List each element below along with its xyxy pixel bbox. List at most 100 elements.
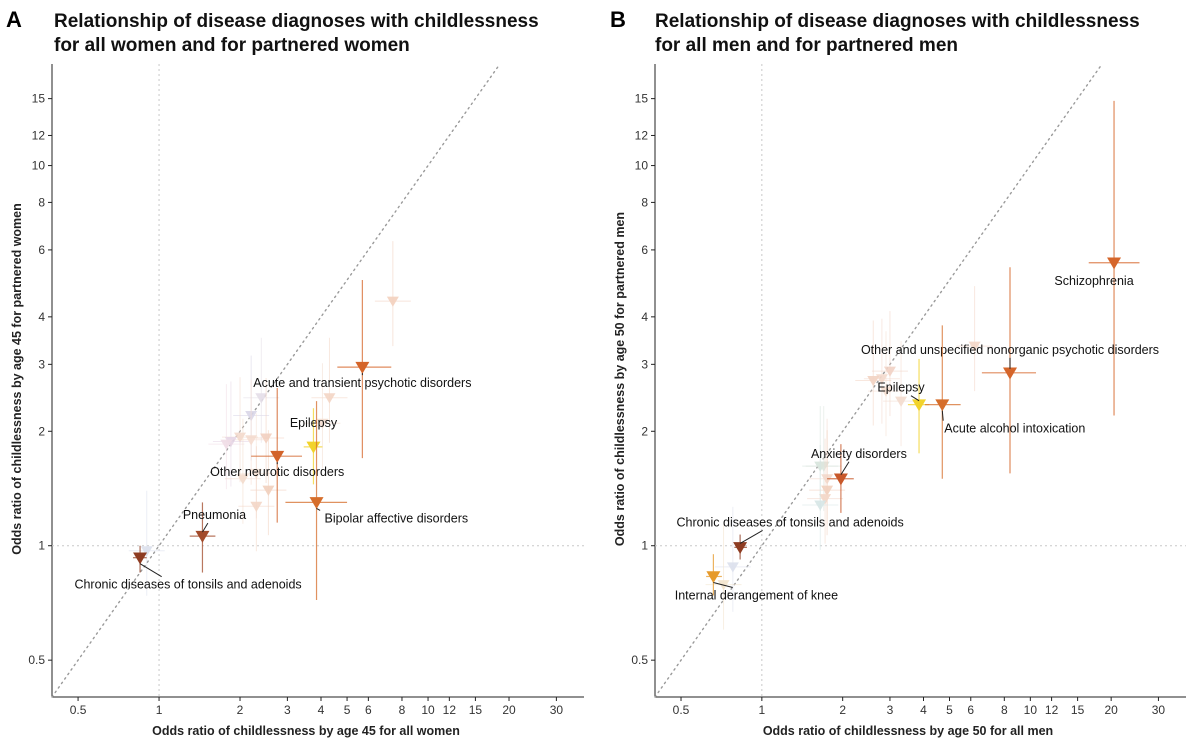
background-point-marker — [895, 396, 908, 407]
background-point-marker — [819, 494, 832, 505]
x-tick-label: 15 — [469, 703, 483, 717]
x-tick-label: 12 — [1045, 703, 1059, 717]
x-tick-label: 1 — [156, 703, 163, 717]
label-leader-line — [739, 529, 763, 544]
panel-a: A Relationship of disease diagnoses with… — [6, 7, 584, 738]
x-tick-label: 4 — [318, 703, 325, 717]
highlighted-point-marker — [1003, 367, 1018, 380]
x-tick-label: 4 — [920, 703, 927, 717]
y-tick-label: 12 — [635, 128, 649, 142]
background-point-marker — [140, 546, 153, 557]
label-leader-line — [840, 461, 850, 476]
background-point-marker — [250, 501, 263, 512]
x-tick-label: 2 — [839, 703, 846, 717]
x-tick-label: 30 — [1152, 703, 1166, 717]
x-tick-label: 20 — [1104, 703, 1118, 717]
highlighted-point-marker — [706, 571, 721, 584]
x-tick-label: 1 — [758, 703, 765, 717]
highlighted-point-marker — [309, 497, 324, 510]
highlighted-point-marker — [733, 542, 748, 555]
x-tick-label: 20 — [502, 703, 516, 717]
highlighted-point-marker — [270, 450, 285, 463]
panel-a-x-axis-title: Odds ratio of childlessness by age 45 fo… — [152, 724, 460, 738]
x-tick-label: 3 — [887, 703, 894, 717]
x-tick-label: 0.5 — [70, 703, 87, 717]
point-label: Schizophrenia — [1054, 274, 1133, 288]
point-label: Internal derangement of knee — [675, 588, 838, 602]
x-tick-label: 10 — [1024, 703, 1038, 717]
background-point-marker — [236, 474, 249, 485]
y-tick-label: 10 — [32, 159, 46, 173]
y-tick-label: 4 — [38, 310, 45, 324]
y-tick-label: 8 — [38, 195, 45, 209]
point-label: Pneumonia — [183, 508, 246, 522]
y-tick-label: 3 — [38, 357, 45, 371]
point-label: Anxiety disorders — [811, 447, 907, 461]
label-leader-line — [202, 522, 209, 533]
highlighted-point-marker — [935, 399, 950, 412]
point-label: Other and unspecified nonorganic psychot… — [861, 343, 1159, 357]
point-label: Chronic diseases of tonsils and adenoids — [676, 515, 903, 529]
x-tick-label: 8 — [399, 703, 406, 717]
highlighted-point-marker — [306, 441, 321, 454]
background-point-marker — [968, 341, 981, 352]
x-tick-label: 2 — [237, 703, 244, 717]
panel-b: B Relationship of disease diagnoses with… — [610, 7, 1186, 738]
background-point-marker — [867, 376, 880, 387]
x-tick-label: 15 — [1071, 703, 1085, 717]
y-tick-label: 1 — [38, 539, 45, 553]
highlighted-point-marker — [195, 530, 210, 543]
label-leader-line — [316, 507, 321, 511]
panel-b-title-line-1: Relationship of disease diagnoses with c… — [655, 11, 1140, 32]
background-point-marker — [255, 393, 268, 404]
background-point-marker — [260, 433, 273, 444]
x-tick-label: 5 — [344, 703, 351, 717]
x-tick-label: 8 — [1001, 703, 1008, 717]
y-tick-label: 0.5 — [631, 653, 648, 667]
x-tick-label: 6 — [365, 703, 372, 717]
panel-a-title-line-2: for all women and for partnered women — [54, 35, 410, 56]
point-label: Acute alcohol intoxication — [944, 422, 1085, 436]
x-tick-label: 0.5 — [673, 703, 690, 717]
y-tick-label: 8 — [641, 195, 648, 209]
y-tick-label: 15 — [32, 92, 46, 106]
background-point-marker — [875, 374, 888, 385]
background-point-marker — [814, 500, 827, 511]
background-point-marker — [726, 562, 739, 573]
panel-b-title-line-2: for all men and for partnered men — [655, 35, 958, 56]
y-tick-label: 3 — [641, 357, 648, 371]
panel-a-letter: A — [6, 7, 22, 32]
highlighted-point-marker — [1107, 257, 1122, 270]
y-tick-label: 0.5 — [28, 653, 45, 667]
y-tick-label: 4 — [641, 310, 648, 324]
panel-a-y-axis-title: Odds ratio of childlessness by age 45 fo… — [10, 203, 24, 554]
panel-a-title-line-1: Relationship of disease diagnoses with c… — [54, 11, 539, 32]
background-point-marker — [879, 386, 892, 397]
y-tick-label: 10 — [635, 159, 649, 173]
point-label: Chronic diseases of tonsils and adenoids — [74, 578, 301, 592]
y-tick-label: 1 — [641, 539, 648, 553]
background-point-marker — [316, 418, 329, 429]
label-leader-line — [941, 410, 944, 421]
point-label: Epilepsy — [877, 381, 925, 395]
background-point-marker — [245, 435, 258, 446]
y-tick-label: 2 — [641, 424, 648, 438]
point-label: Acute and transient psychotic disorders — [253, 376, 471, 390]
x-tick-label: 30 — [550, 703, 564, 717]
background-point-marker — [821, 485, 834, 496]
highlighted-point-marker — [912, 399, 927, 412]
background-point-marker — [883, 366, 896, 377]
y-tick-label: 6 — [641, 243, 648, 257]
label-leader-line — [139, 563, 162, 578]
y-tick-label: 2 — [38, 424, 45, 438]
point-label: Epilepsy — [290, 416, 338, 430]
point-label: Other neurotic disorders — [210, 465, 344, 479]
highlighted-point-marker — [133, 552, 148, 565]
point-label: Bipolar affective disorders — [325, 511, 469, 525]
highlighted-point-marker — [833, 473, 848, 486]
highlighted-point-marker — [355, 361, 370, 374]
x-tick-label: 6 — [967, 703, 974, 717]
label-leader-line — [910, 395, 920, 402]
panel-b-x-axis-title: Odds ratio of childlessness by age 50 fo… — [763, 724, 1053, 738]
